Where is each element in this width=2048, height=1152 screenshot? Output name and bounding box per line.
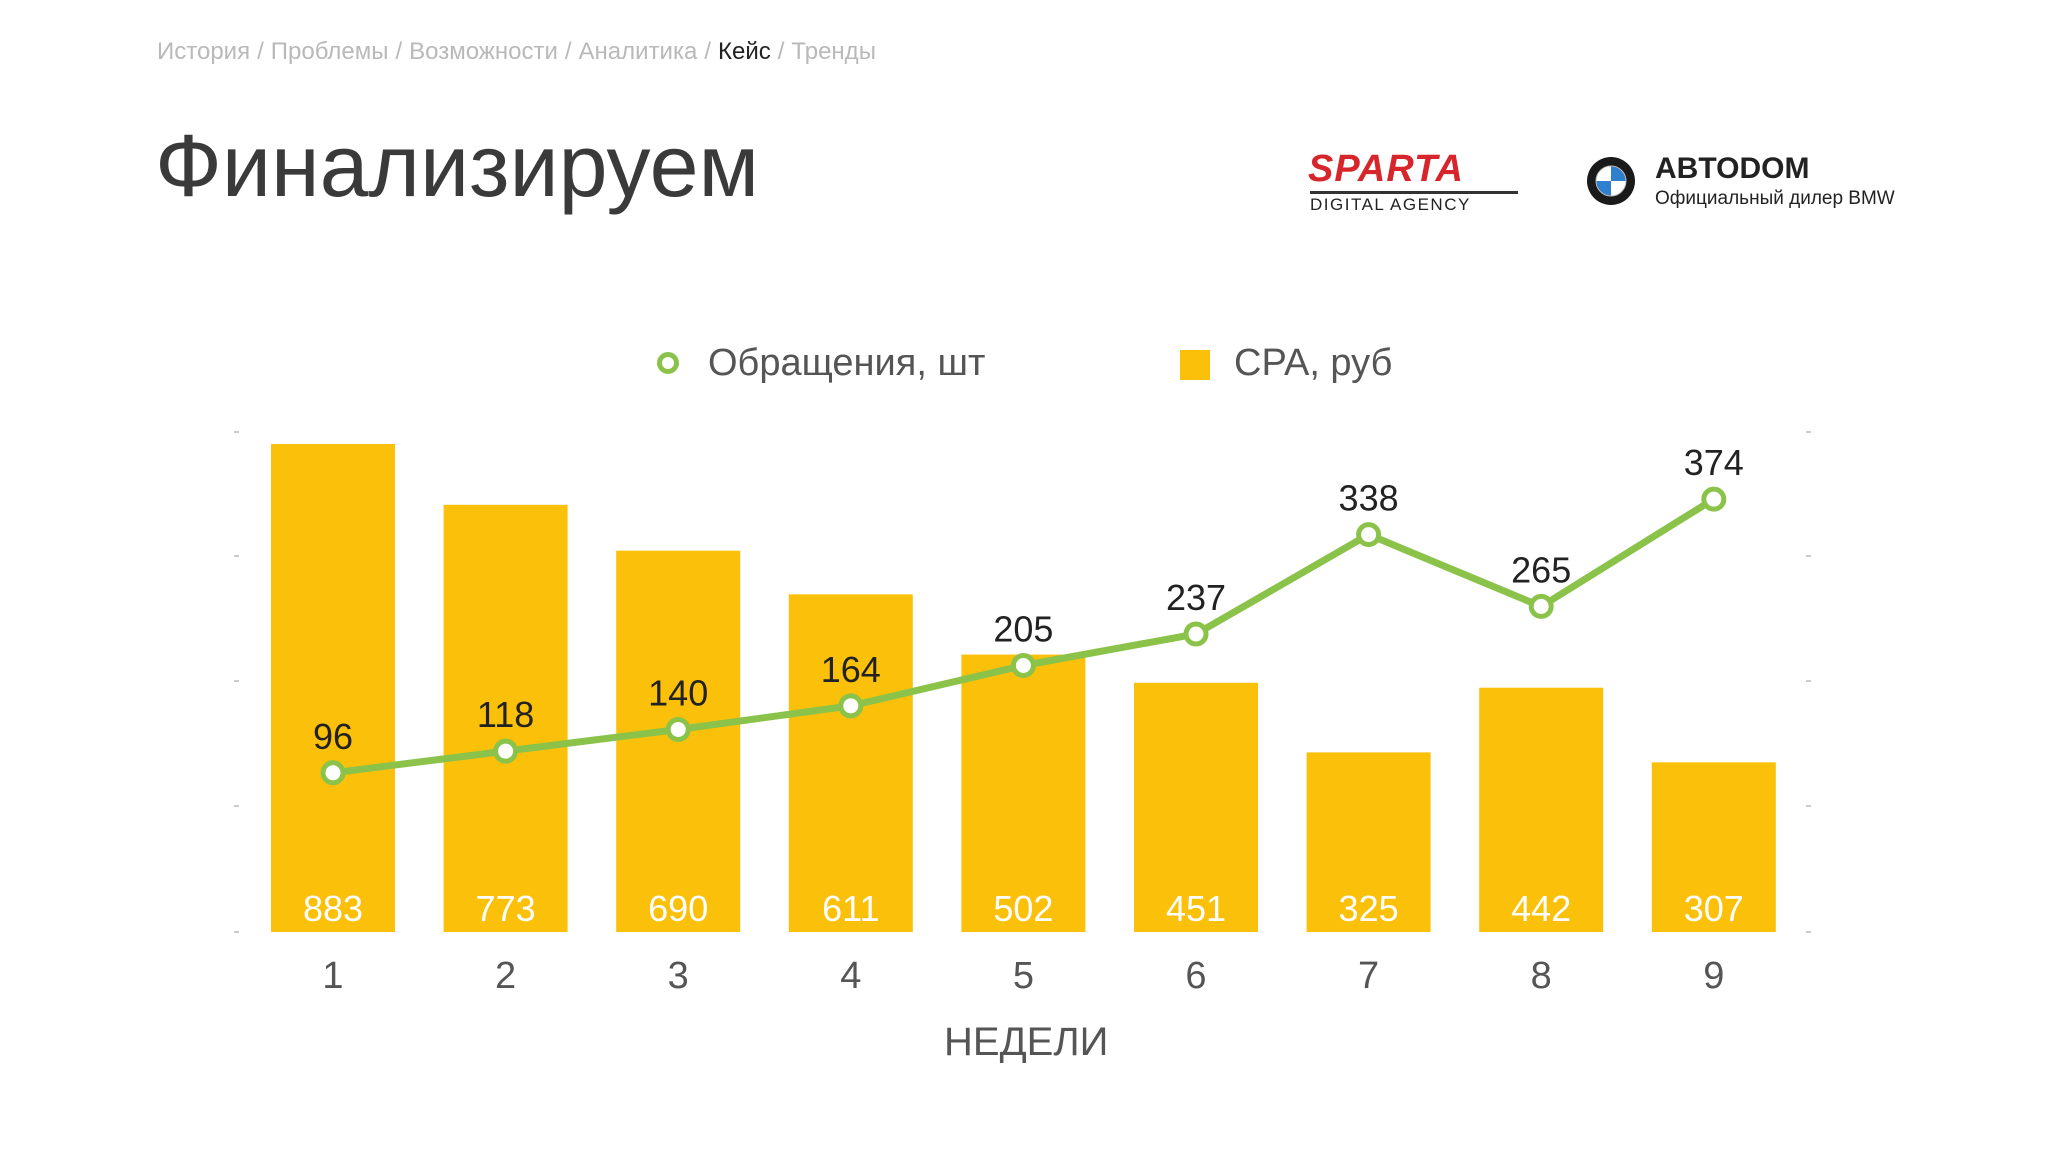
breadcrumb-item[interactable]: Проблемы xyxy=(270,38,389,65)
requests-point xyxy=(1183,621,1209,647)
cpa-bar xyxy=(961,654,1086,932)
breadcrumb: История / Проблемы / Возможности / Аналитика / К… xyxy=(157,38,876,66)
cpa-value-label: 690 xyxy=(648,888,708,929)
requests-point xyxy=(1528,593,1554,619)
x-tick-label: 7 xyxy=(1358,955,1379,997)
requests-value-label: 164 xyxy=(821,649,881,690)
x-tick-label: 6 xyxy=(1185,955,1206,997)
cpa-value-label: 325 xyxy=(1339,888,1399,929)
requests-point xyxy=(320,760,346,786)
cpa-bar xyxy=(1651,762,1776,932)
x-tick-label: 8 xyxy=(1531,955,1552,997)
cpa-bar xyxy=(1306,752,1431,932)
x-tick-label: 2 xyxy=(495,955,516,997)
cpa-value-label: 442 xyxy=(1511,888,1571,929)
avtodom-logo-name: ABTODOM xyxy=(1655,152,1810,185)
requests-value-label: 205 xyxy=(993,608,1053,649)
page-title: Финализируем xyxy=(155,116,760,215)
breadcrumb-separator: / xyxy=(564,38,572,65)
legend-bar-label: CPA, руб xyxy=(1234,342,1393,384)
x-tick-label: 1 xyxy=(322,955,343,997)
sparta-logo-rule xyxy=(1310,191,1518,194)
x-tick-label: 3 xyxy=(668,955,689,997)
requests-point xyxy=(1701,486,1727,512)
breadcrumb-item[interactable]: Кейс xyxy=(718,38,771,65)
requests-value-label: 96 xyxy=(313,716,353,757)
breadcrumb-separator: / xyxy=(777,38,785,65)
legend-line-label: Обращения, шт xyxy=(708,342,986,384)
legend-line-marker-icon xyxy=(657,352,679,374)
breadcrumb-item[interactable]: История xyxy=(157,38,251,65)
requests-value-label: 118 xyxy=(477,694,534,735)
x-tick-label: 9 xyxy=(1703,955,1724,997)
cpa-bar xyxy=(1479,687,1604,932)
requests-value-label: 374 xyxy=(1684,442,1744,483)
breadcrumb-item[interactable]: Тренды xyxy=(791,38,876,65)
breadcrumb-item[interactable]: Возможности xyxy=(409,38,558,65)
cpa-value-label: 502 xyxy=(993,888,1053,929)
cpa-bar xyxy=(443,504,568,932)
cpa-value-label: 883 xyxy=(303,888,363,929)
cpa-bar xyxy=(271,444,395,932)
cpa-value-label: 307 xyxy=(1684,888,1744,929)
bmw-roundel-icon xyxy=(1587,157,1635,205)
requests-point xyxy=(1356,522,1382,548)
breadcrumb-item[interactable]: Аналитика xyxy=(578,38,698,65)
avtodom-logo: ABTODOM Официальный дилер BMW xyxy=(1655,154,1895,210)
x-tick-label: 5 xyxy=(1013,955,1034,997)
cpa-bar xyxy=(788,594,913,932)
requests-point xyxy=(838,693,864,719)
breadcrumb-separator: / xyxy=(257,38,264,65)
requests-value-label: 338 xyxy=(1339,478,1399,519)
sparta-logo: SPARTA DIGITAL AGENCY xyxy=(1308,150,1523,214)
cpa-value-label: 451 xyxy=(1166,888,1226,929)
cpa-value-label: 773 xyxy=(476,888,536,929)
breadcrumb-separator: / xyxy=(395,38,403,65)
sparta-logo-subtitle: DIGITAL AGENCY xyxy=(1310,195,1471,214)
requests-point xyxy=(493,738,519,764)
requests-value-label: 237 xyxy=(1166,577,1226,618)
requests-point xyxy=(665,716,691,742)
x-axis-title: НЕДЕЛИ xyxy=(944,1020,1109,1064)
requests-value-label: 265 xyxy=(1511,549,1571,590)
breadcrumb-separator: / xyxy=(704,38,712,65)
requests-value-label: 140 xyxy=(648,672,708,713)
requests-point xyxy=(1010,652,1036,678)
cpa-value-label: 611 xyxy=(822,888,879,929)
sparta-logo-name: SPARTA xyxy=(1308,148,1464,190)
x-tick-label: 4 xyxy=(840,955,861,997)
legend-bar-swatch-icon xyxy=(1180,350,1210,380)
cpa-bar xyxy=(1134,682,1258,932)
avtodom-logo-subtitle: Официальный дилер BMW xyxy=(1655,188,1895,209)
